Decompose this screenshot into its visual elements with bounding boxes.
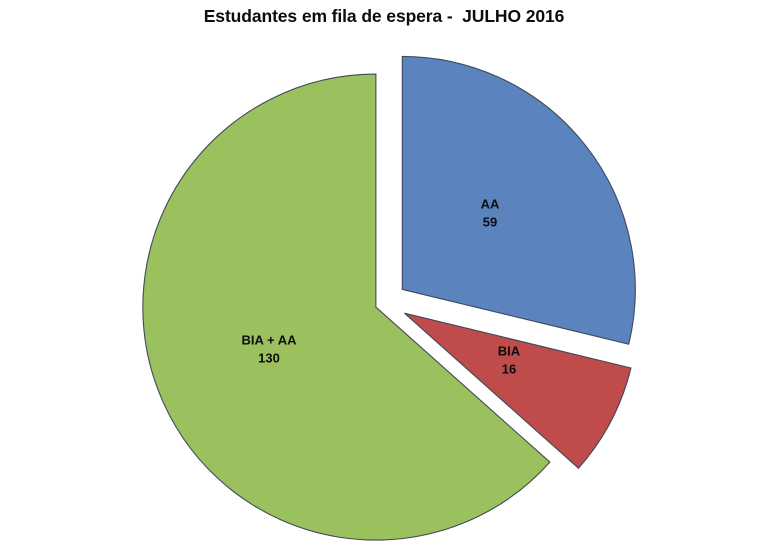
pie-slice-value-bia: 16 xyxy=(502,361,516,376)
pie-slice-value-aa: 59 xyxy=(483,214,497,229)
pie-slice-label-bia-aa: BIA + AA xyxy=(241,332,297,347)
pie-slice-label-aa: AA xyxy=(481,196,500,211)
pie-labels-group: AA 59 BIA 16 BIA + AA 130 xyxy=(241,196,520,376)
pie-slice-bia-aa[interactable] xyxy=(142,73,551,541)
pie-slices-group xyxy=(142,55,636,541)
pie-slice-value-bia-aa: 130 xyxy=(258,350,280,365)
pie-slice-label-bia: BIA xyxy=(498,343,521,358)
chart-title: Estudantes em fila de espera - JULHO 201… xyxy=(203,6,565,26)
pie-slice-aa[interactable] xyxy=(401,55,636,345)
pie-slice-bia[interactable] xyxy=(404,312,632,469)
